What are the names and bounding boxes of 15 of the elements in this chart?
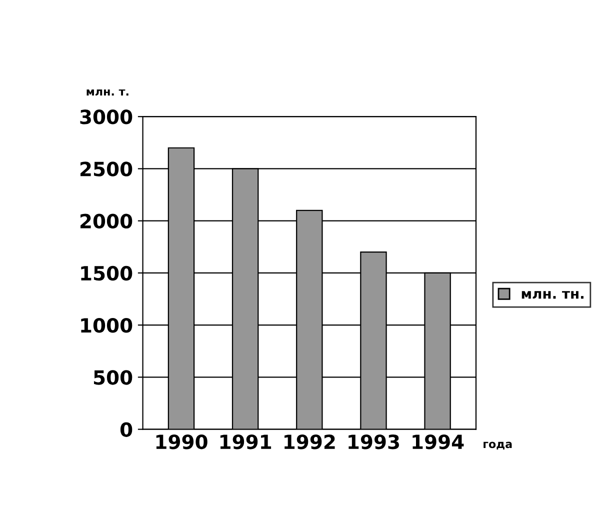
x-tick-label: 1990 bbox=[156, 434, 208, 450]
y-tick-label: 1500 bbox=[81, 266, 132, 281]
y-tick-label: 2500 bbox=[80, 162, 132, 176]
x-axis-title: года bbox=[484, 442, 512, 450]
y-tick-label: 3000 bbox=[80, 110, 132, 124]
y-tick-label: 0 bbox=[120, 422, 132, 437]
x-tick-label: 1991 bbox=[220, 434, 272, 450]
x-tick-label: 1993 bbox=[348, 434, 399, 450]
y-tick-label: 2000 bbox=[80, 214, 132, 228]
legend-label: млн. тн. bbox=[522, 291, 584, 299]
x-tick-label: 1992 bbox=[284, 434, 335, 450]
y-tick-label: 500 bbox=[94, 370, 132, 385]
y-tick-label: 1000 bbox=[81, 318, 132, 333]
x-tick-label: 1994 bbox=[412, 434, 464, 450]
y-axis-title: млн. т. bbox=[86, 89, 128, 96]
